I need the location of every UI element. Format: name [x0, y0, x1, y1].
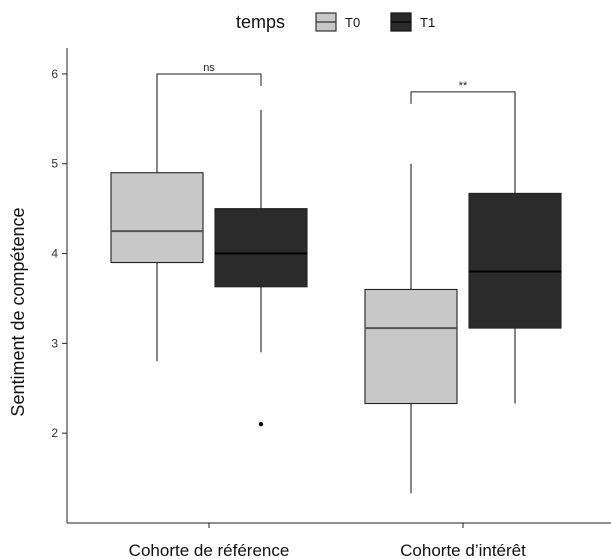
legend-key-t1	[390, 12, 412, 32]
box-t1-1	[468, 91, 562, 404]
legend-label-t0: T0	[345, 15, 360, 30]
significance-bracket: ns	[156, 62, 262, 86]
y-tick-label: 6	[51, 67, 58, 81]
bracket-line	[410, 91, 516, 104]
significance-bracket: **	[410, 80, 516, 104]
legend: temps T0 T1	[236, 12, 435, 32]
y-tick-label: 4	[51, 247, 58, 261]
box-body	[110, 172, 204, 264]
boxes	[110, 73, 562, 494]
significance-label: **	[459, 80, 468, 92]
y-tick-label: 2	[51, 426, 58, 440]
y-axis-title: Sentiment de compétence	[8, 207, 28, 416]
box-body	[364, 288, 458, 405]
box-body	[468, 192, 562, 329]
bracket-line	[156, 73, 262, 86]
legend-key-t0	[315, 12, 337, 32]
x-axis-ticks: Cohorte de référence Cohorte d’intérêt	[129, 523, 526, 559]
box-t0-1	[364, 163, 458, 494]
legend-title: temps	[236, 12, 285, 32]
y-tick-label: 3	[51, 336, 58, 350]
outlier-point	[258, 421, 264, 427]
significance-label: ns	[203, 62, 215, 74]
y-tick-label: 5	[51, 157, 58, 171]
box-body	[214, 208, 308, 288]
significance-annotations: ns **	[156, 62, 516, 104]
y-axis-ticks: 2 3 4 5 6	[51, 67, 67, 440]
x-tick-label: Cohorte de référence	[129, 541, 290, 559]
box-t0-0	[110, 73, 204, 362]
legend-label-t1: T1	[420, 15, 435, 30]
x-tick-label: Cohorte d’intérêt	[400, 541, 526, 559]
box-t1-0	[214, 109, 308, 427]
